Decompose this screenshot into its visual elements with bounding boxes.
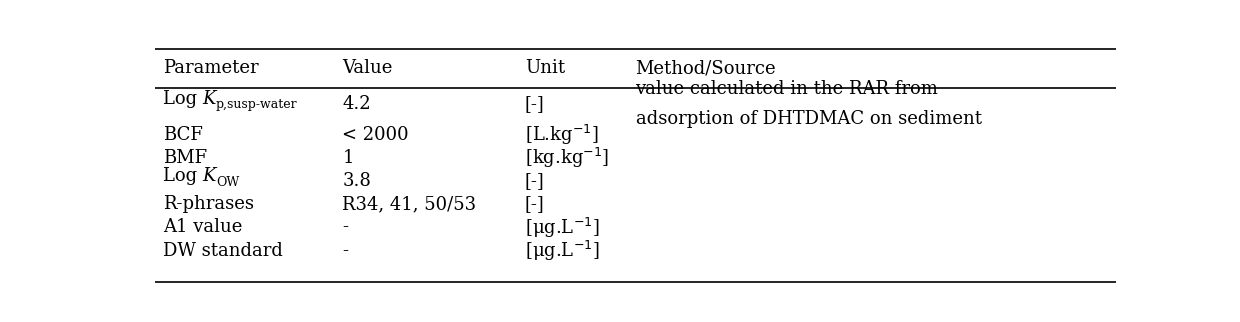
Text: BMF: BMF bbox=[162, 149, 207, 167]
Text: R34, 41, 50/53: R34, 41, 50/53 bbox=[342, 195, 476, 213]
Text: 4.2: 4.2 bbox=[342, 95, 371, 113]
Text: [μg.L$^{-1}$]: [μg.L$^{-1}$] bbox=[525, 215, 599, 240]
Text: [μg.L$^{-1}$]: [μg.L$^{-1}$] bbox=[525, 239, 599, 263]
Text: -: - bbox=[342, 242, 348, 260]
Text: Unit: Unit bbox=[525, 59, 565, 77]
Text: K: K bbox=[202, 167, 216, 185]
Text: -: - bbox=[342, 218, 348, 236]
Text: [kg.kg$^{-1}$]: [kg.kg$^{-1}$] bbox=[525, 146, 609, 170]
Text: Log: Log bbox=[162, 167, 202, 185]
Text: 3.8: 3.8 bbox=[342, 172, 371, 190]
Text: Value: Value bbox=[342, 59, 393, 77]
Text: p,susp-water: p,susp-water bbox=[216, 98, 298, 111]
Text: K: K bbox=[202, 90, 216, 108]
Text: Parameter: Parameter bbox=[162, 59, 258, 77]
Text: < 2000: < 2000 bbox=[342, 126, 409, 144]
Text: 1: 1 bbox=[342, 149, 353, 167]
Text: [-]: [-] bbox=[525, 172, 544, 190]
Text: BCF: BCF bbox=[162, 126, 202, 144]
Text: R-phrases: R-phrases bbox=[162, 195, 254, 213]
Text: adsorption of DHTDMAC on sediment: adsorption of DHTDMAC on sediment bbox=[635, 109, 982, 128]
Text: OW: OW bbox=[216, 175, 239, 189]
Text: Log: Log bbox=[162, 90, 202, 108]
Text: A1 value: A1 value bbox=[162, 218, 242, 236]
Text: value calculated in the RAR from: value calculated in the RAR from bbox=[635, 80, 939, 98]
Text: [L.kg$^{-1}$]: [L.kg$^{-1}$] bbox=[525, 123, 599, 147]
Text: Method/Source: Method/Source bbox=[635, 59, 776, 77]
Text: DW standard: DW standard bbox=[162, 242, 283, 260]
Text: [-]: [-] bbox=[525, 195, 544, 213]
Text: [-]: [-] bbox=[525, 95, 544, 113]
